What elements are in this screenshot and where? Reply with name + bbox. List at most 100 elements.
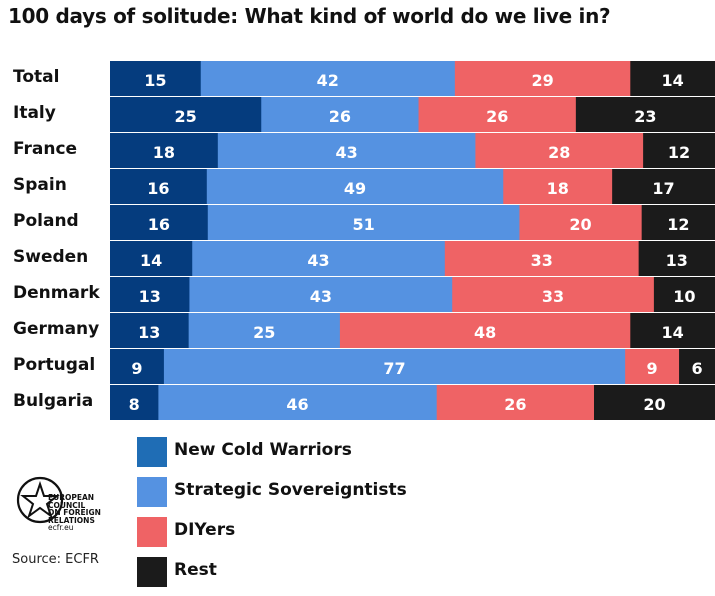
- value-label-portugal-new-cold-warriors: 9: [131, 359, 142, 378]
- bar-sweden-rest: [638, 241, 715, 276]
- bar-italy-new-cold-warriors: [110, 97, 262, 132]
- category-label-italy: Italy: [13, 103, 56, 123]
- bar-total-rest: [630, 61, 715, 96]
- bar-poland-rest: [641, 205, 715, 240]
- value-label-spain-new-cold-warriors: 16: [147, 179, 169, 198]
- value-label-bulgaria-strategic-sovereigntists: 46: [286, 395, 308, 414]
- value-label-bulgaria-new-cold-warriors: 8: [129, 395, 140, 414]
- bar-denmark-strategic-sovereigntists: [189, 277, 453, 312]
- bar-portugal-new-cold-warriors: [110, 349, 165, 384]
- legend-label-rest: Rest: [174, 560, 217, 580]
- category-label-denmark: Denmark: [13, 283, 100, 303]
- value-label-total-diyers: 29: [531, 71, 553, 90]
- ecfr-logo: [16, 476, 64, 524]
- value-label-france-diyers: 28: [548, 143, 570, 162]
- value-label-sweden-strategic-sovereigntists: 43: [307, 251, 329, 270]
- logo-line-5: ecfr.eu: [48, 523, 74, 532]
- bar-bulgaria-strategic-sovereigntists: [158, 385, 438, 420]
- bar-bulgaria-diyers: [436, 385, 595, 420]
- bar-denmark-rest: [653, 277, 715, 312]
- value-label-italy-strategic-sovereigntists: 26: [329, 107, 351, 126]
- value-label-italy-diyers: 26: [486, 107, 508, 126]
- value-label-italy-new-cold-warriors: 25: [174, 107, 196, 126]
- bar-france-new-cold-warriors: [110, 133, 219, 168]
- bar-bulgaria-new-cold-warriors: [110, 385, 159, 420]
- value-label-total-rest: 14: [662, 71, 684, 90]
- value-label-total-strategic-sovereigntists: 42: [317, 71, 339, 90]
- category-label-poland: Poland: [13, 211, 79, 231]
- bar-portugal-strategic-sovereigntists: [163, 349, 626, 384]
- bar-italy-strategic-sovereigntists: [261, 97, 420, 132]
- value-label-total-new-cold-warriors: 15: [144, 71, 166, 90]
- logo-star-icon: [20, 480, 60, 519]
- value-label-france-strategic-sovereigntists: 43: [335, 143, 357, 162]
- value-label-poland-diyers: 20: [569, 215, 591, 234]
- bar-portugal-diyers: [625, 349, 680, 384]
- legend-swatch-rest: [137, 557, 167, 587]
- logo-ring: [16, 476, 64, 524]
- value-label-sweden-new-cold-warriors: 14: [140, 251, 162, 270]
- value-label-poland-rest: 12: [667, 215, 689, 234]
- source-note: Source: ECFR: [12, 552, 99, 567]
- category-label-sweden: Sweden: [13, 247, 88, 267]
- bar-italy-rest: [575, 97, 715, 132]
- value-label-spain-rest: 17: [652, 179, 674, 198]
- value-label-germany-diyers: 48: [474, 323, 496, 342]
- bar-poland-strategic-sovereigntists: [207, 205, 520, 240]
- category-label-bulgaria: Bulgaria: [13, 391, 93, 411]
- legend-item-new-cold-warriors: New Cold Warriors: [137, 437, 457, 467]
- bar-spain-strategic-sovereigntists: [206, 169, 504, 204]
- value-label-germany-rest: 14: [662, 323, 684, 342]
- bar-poland-new-cold-warriors: [110, 205, 209, 240]
- value-label-denmark-diyers: 33: [542, 287, 564, 306]
- chart-title: 100 days of solitude: What kind of world…: [8, 4, 611, 28]
- logo-text: EUROPEAN COUNCIL ON FOREIGN RELATIONS ec…: [48, 494, 101, 532]
- category-label-spain: Spain: [13, 175, 67, 195]
- bar-germany-rest: [630, 313, 715, 348]
- value-label-portugal-strategic-sovereigntists: 77: [383, 359, 405, 378]
- logo-line-4: RELATIONS: [48, 515, 95, 525]
- value-label-france-rest: 12: [668, 143, 690, 162]
- bar-sweden-new-cold-warriors: [110, 241, 193, 276]
- logo-line-3: ON FOREIGN: [48, 508, 101, 517]
- logo-line-1: EUROPEAN: [48, 493, 95, 502]
- value-label-poland-strategic-sovereigntists: 51: [352, 215, 374, 234]
- value-label-portugal-diyers: 9: [647, 359, 658, 378]
- bar-total-strategic-sovereigntists: [200, 61, 456, 96]
- value-label-germany-strategic-sovereigntists: 25: [253, 323, 275, 342]
- value-label-germany-new-cold-warriors: 13: [138, 323, 160, 342]
- value-label-bulgaria-diyers: 26: [504, 395, 526, 414]
- bar-germany-strategic-sovereigntists: [188, 313, 341, 348]
- value-label-spain-strategic-sovereigntists: 49: [344, 179, 366, 198]
- bar-germany-new-cold-warriors: [110, 313, 190, 348]
- value-label-sweden-diyers: 33: [531, 251, 553, 270]
- stacked-bar-chart: Total 15 42 29 14 Italy 25 26 26 23 France 18 43 28 12…: [13, 61, 715, 420]
- legend-item-strategic-sovereigntists: Strategic Sovereigntists: [137, 477, 457, 507]
- value-label-sweden-rest: 13: [666, 251, 688, 270]
- bar-sweden-strategic-sovereigntists: [192, 241, 446, 276]
- value-label-denmark-new-cold-warriors: 13: [139, 287, 161, 306]
- bar-france-strategic-sovereigntists: [217, 133, 476, 168]
- legend-label-diyers: DIYers: [174, 520, 236, 540]
- legend-swatch-diyers: [137, 517, 167, 547]
- legend-item-diyers: DIYers: [137, 517, 457, 547]
- bar-spain-diyers: [503, 169, 613, 204]
- bar-total-diyers: [454, 61, 631, 96]
- value-label-bulgaria-rest: 20: [643, 395, 665, 414]
- bar-bulgaria-rest: [594, 385, 715, 420]
- category-label-portugal: Portugal: [13, 355, 95, 375]
- category-label-france: France: [13, 139, 77, 159]
- bar-germany-diyers: [339, 313, 631, 348]
- bar-denmark-new-cold-warriors: [110, 277, 190, 312]
- bar-france-rest: [643, 133, 715, 168]
- bar-denmark-diyers: [452, 277, 655, 312]
- bar-spain-rest: [612, 169, 715, 204]
- bar-italy-diyers: [418, 97, 577, 132]
- bar-sweden-diyers: [444, 241, 640, 276]
- legend-swatch-new-cold-warriors: [137, 437, 167, 467]
- category-label-germany: Germany: [13, 319, 99, 339]
- legend-item-rest: Rest: [137, 557, 457, 587]
- bar-spain-new-cold-warriors: [110, 169, 208, 204]
- value-label-denmark-rest: 10: [673, 287, 695, 306]
- logo-line-2: COUNCIL: [48, 500, 86, 510]
